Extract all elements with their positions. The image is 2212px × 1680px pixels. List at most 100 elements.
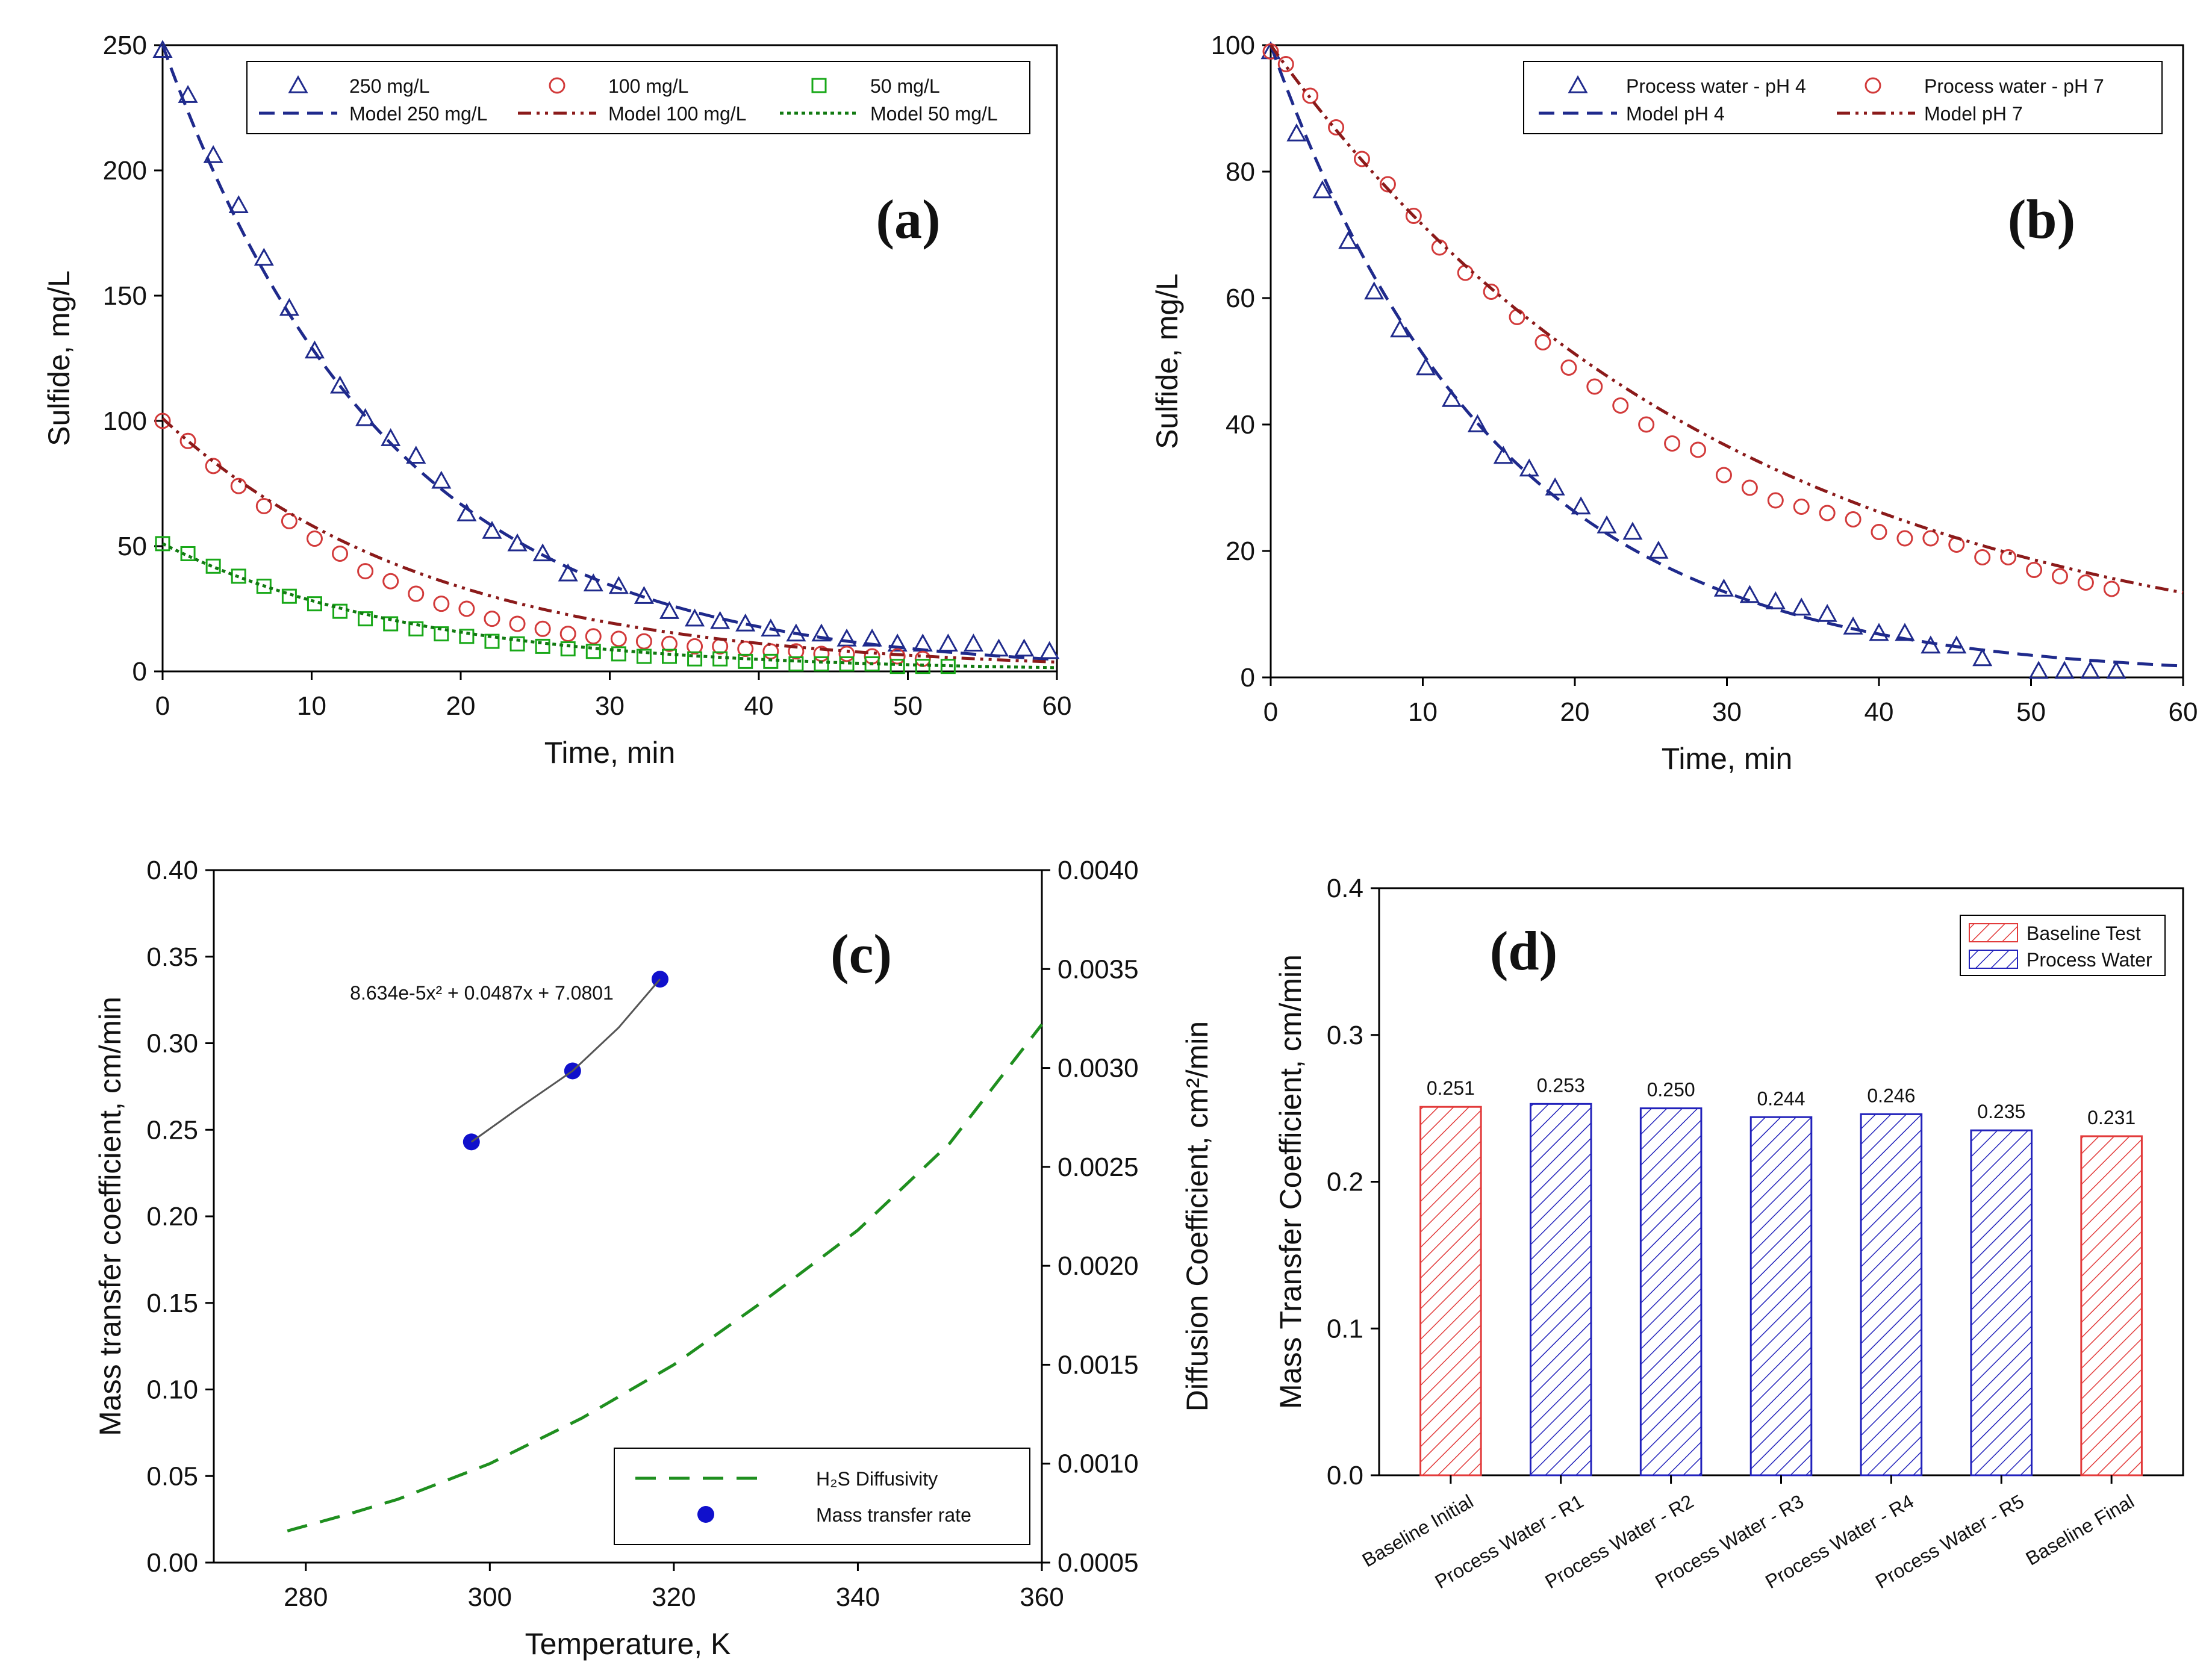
data-point [889, 659, 905, 674]
series-line [470, 978, 661, 1143]
data-point [534, 620, 551, 637]
data-point [889, 648, 906, 665]
legend-label: Model 250 mg/L [349, 103, 487, 125]
data-point [2080, 661, 2101, 679]
panel-c-chart: 280 300 320 340 360 0.00 0.05 0.10 0.15 0.20 0.25 0… [93, 856, 1214, 1661]
data-point [938, 633, 958, 652]
legend-label: 50 mg/L [870, 75, 940, 97]
y-tick-label: 0.3 [1327, 1021, 1363, 1050]
bar [1529, 1103, 1592, 1476]
data-point [355, 408, 376, 426]
data-point [1545, 477, 1565, 496]
data-point [1457, 264, 1474, 281]
y-tick-label: 40 [1226, 410, 1255, 440]
data-point [2103, 580, 2120, 597]
data-point [458, 600, 475, 617]
data-point [1793, 499, 1810, 515]
fit-equation-annotation: 8.634e-5x² + 0.0487x + 7.0801 [350, 982, 614, 1004]
data-point [1896, 530, 1913, 547]
data-point [1715, 467, 1732, 484]
data-point [1405, 208, 1422, 224]
data-point [887, 633, 908, 652]
legend-label: Model 50 mg/L [870, 103, 998, 125]
data-point [1972, 648, 1993, 667]
data-point [940, 659, 956, 674]
data-point [228, 195, 249, 213]
y-tick-label: 0 [132, 657, 147, 686]
y-axis-label: Sulfide, mg/L [1150, 273, 1184, 449]
data-point [1483, 284, 1500, 300]
data-point [332, 603, 348, 619]
data-point [1843, 616, 1863, 635]
bar [1639, 1107, 1703, 1476]
series-line [161, 417, 1058, 664]
data-point [636, 649, 652, 664]
legend-box [1523, 61, 2163, 134]
legend-label: Baseline Test [2027, 922, 2141, 944]
data-point [1648, 540, 1669, 559]
data-point [281, 588, 297, 604]
data-point [304, 340, 325, 359]
data-point [610, 630, 627, 647]
data-point [152, 40, 173, 58]
data-point [178, 85, 198, 103]
data-point [332, 545, 349, 562]
data-point [532, 543, 553, 562]
data-point [1739, 585, 1760, 603]
bar-value-label: 0.250 [1647, 1079, 1695, 1101]
data-point [307, 596, 322, 612]
x-tick-label: 60 [2169, 697, 2198, 727]
data-point [611, 646, 626, 662]
panel-label: (c) [830, 923, 892, 985]
panel-label: (a) [876, 188, 940, 250]
data-point [1922, 530, 1939, 547]
bar [1749, 1116, 1813, 1476]
y2-tick-label: 0.0020 [1058, 1251, 1139, 1281]
x-axis-label: Time, min [544, 736, 676, 770]
data-point [661, 635, 678, 652]
data-point [357, 563, 374, 580]
legend-marker [288, 75, 308, 93]
plot-frame [161, 44, 1058, 673]
data-point [1817, 603, 1837, 622]
data-point [1622, 521, 1643, 540]
y-tick-label: 200 [103, 156, 147, 185]
data-point [383, 616, 399, 632]
data-point [814, 656, 829, 672]
data-point [737, 641, 754, 658]
y-tick-label: 0.05 [146, 1461, 198, 1491]
data-point [1819, 505, 1836, 521]
data-point [408, 621, 424, 636]
x-tick-label: 30 [595, 691, 625, 721]
y-tick-label: 0.2 [1327, 1168, 1363, 1197]
data-point [583, 573, 603, 592]
data-point [687, 638, 703, 655]
y-tick-label: 0.40 [146, 856, 198, 885]
y-tick-label: 0.15 [146, 1289, 198, 1318]
x-tick-label: 280 [284, 1582, 328, 1612]
data-point [1286, 123, 1307, 142]
data-point [1845, 511, 1862, 527]
data-point [431, 470, 452, 489]
legend-box [246, 61, 1030, 134]
bar [1419, 1106, 1482, 1476]
legend-label: H₂S Diffusivity [816, 1468, 938, 1490]
data-point [406, 446, 426, 464]
data-point [254, 247, 274, 266]
data-point [2054, 661, 2075, 679]
y-tick-label: 0.0 [1327, 1461, 1363, 1490]
data-point [484, 633, 500, 649]
data-point [281, 512, 298, 529]
data-point [788, 643, 805, 660]
x-axis-label: Time, min [1662, 742, 1793, 776]
legend-label: Process water - pH 7 [1924, 75, 2104, 97]
y2-tick-label: 0.0035 [1058, 954, 1139, 984]
data-point [1509, 309, 1525, 325]
y-tick-label: 0.20 [146, 1202, 198, 1231]
data-point [155, 536, 170, 552]
x-tick-label: 360 [1020, 1582, 1064, 1612]
data-point [585, 628, 602, 645]
y-axis-label: Mass Transfer Coefficient, cm/min [1274, 954, 1307, 1409]
x-tick-label: 0 [155, 691, 170, 721]
